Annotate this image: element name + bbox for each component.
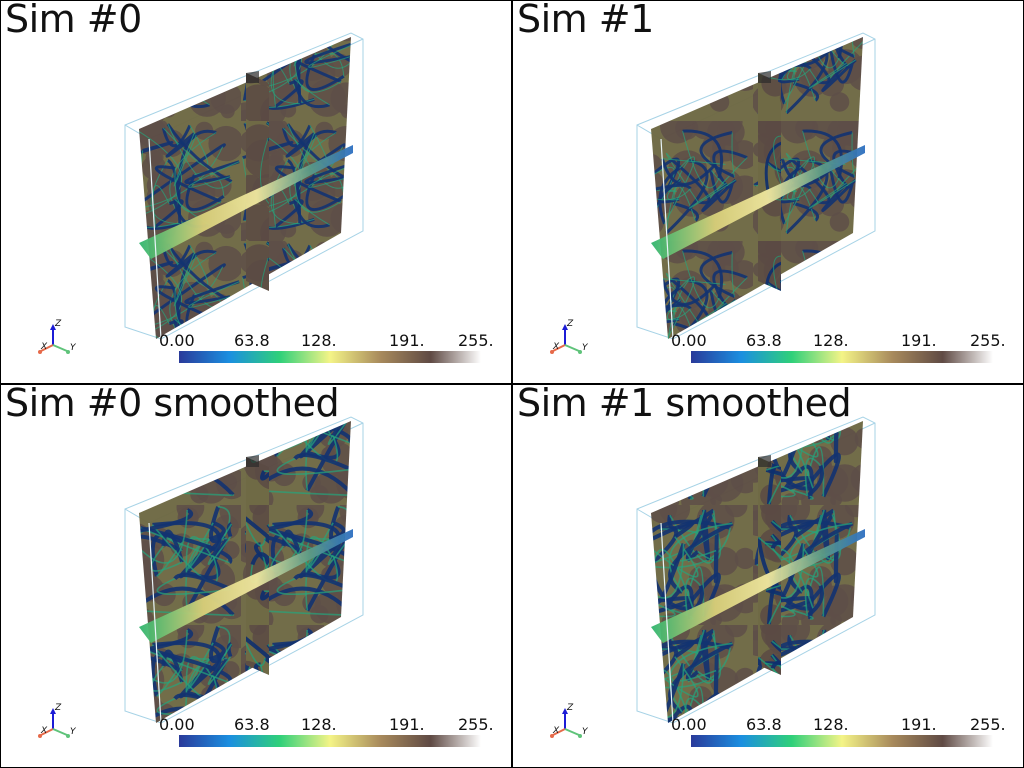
colorbar-labels: 0.00 63.8 128. 191. 255. — [663, 331, 1023, 351]
middle-slice — [246, 457, 269, 675]
render-panel[interactable]: Sim #1 smoothed 0.00 63.8 128. 191. 255. Z X… — [513, 385, 1023, 767]
colorbar-tick: 191. — [901, 331, 937, 350]
volume-slices-view — [636, 416, 876, 724]
volume-slices-view — [124, 32, 364, 340]
axis-x-label: X — [552, 726, 560, 736]
horizontal-slice — [139, 529, 353, 643]
render-panel[interactable]: Sim #1 0.00 63.8 128. 191. 255. Z X Y — [513, 1, 1023, 383]
colorbar — [691, 351, 993, 363]
orientation-axes-icon[interactable]: Z X Y — [543, 699, 603, 749]
horizontal-slice — [651, 145, 865, 259]
axis-z-label: Z — [54, 319, 62, 329]
colorbar — [179, 351, 481, 363]
axis-x-label: X — [40, 726, 48, 736]
colorbar-tick: 191. — [389, 715, 425, 734]
axis-y-label: Y — [582, 343, 589, 353]
middle-slice — [758, 73, 781, 291]
colorbar-tick: 255. — [970, 331, 1006, 350]
axis-z-label: Z — [54, 703, 62, 713]
axis-z-label: Z — [566, 703, 574, 713]
colorbar-tick: 0.00 — [159, 331, 195, 350]
colorbar-labels: 0.00 63.8 128. 191. 255. — [663, 715, 1023, 735]
axis-x-label: X — [40, 342, 48, 352]
axis-y-label: Y — [582, 727, 589, 737]
render-panel[interactable]: Sim #0 0.00 63.8 128. 191. 255. Z X Y — [1, 1, 511, 383]
colorbar-tick: 128. — [301, 715, 337, 734]
middle-slice — [758, 457, 781, 675]
colorbar-tick: 63.8 — [746, 715, 782, 734]
volume-slices-view — [124, 416, 364, 724]
panel-title: Sim #1 — [517, 1, 654, 41]
axis-y-label: Y — [70, 343, 77, 353]
panel-title: Sim #0 — [5, 1, 142, 41]
colorbar-tick: 0.00 — [159, 715, 195, 734]
render-panel[interactable]: Sim #0 smoothed 0.00 63.8 128. 191. 255. Z X… — [1, 385, 511, 767]
colorbar-tick: 0.00 — [671, 715, 707, 734]
back-slice — [139, 421, 351, 723]
panel-title: Sim #1 smoothed — [517, 385, 852, 425]
colorbar-tick: 128. — [301, 331, 337, 350]
colorbar-tick: 255. — [458, 331, 494, 350]
back-slice — [651, 421, 863, 723]
colorbar-tick: 191. — [389, 331, 425, 350]
colorbar — [179, 735, 481, 747]
horizontal-slice — [651, 529, 865, 643]
back-slice — [651, 37, 863, 339]
axis-x-label: X — [552, 342, 560, 352]
colorbar-tick: 63.8 — [234, 715, 270, 734]
colorbar-labels: 0.00 63.8 128. 191. 255. — [151, 331, 511, 351]
axis-z-label: Z — [566, 319, 574, 329]
axis-y-label: Y — [70, 727, 77, 737]
orientation-axes-icon[interactable]: Z X Y — [543, 315, 603, 365]
colorbar-tick: 128. — [813, 331, 849, 350]
colorbar-tick: 255. — [458, 715, 494, 734]
colorbar-labels: 0.00 63.8 128. 191. 255. — [151, 715, 511, 735]
panel-title: Sim #0 smoothed — [5, 385, 340, 425]
volume-slices-view — [636, 32, 876, 340]
back-slice — [139, 37, 351, 339]
colorbar-tick: 191. — [901, 715, 937, 734]
colorbar — [691, 735, 993, 747]
orientation-axes-icon[interactable]: Z X Y — [31, 699, 91, 749]
horizontal-divider — [0, 383, 1024, 385]
colorbar-tick: 63.8 — [234, 331, 270, 350]
colorbar-tick: 255. — [970, 715, 1006, 734]
colorbar-tick: 128. — [813, 715, 849, 734]
colorbar-tick: 0.00 — [671, 331, 707, 350]
orientation-axes-icon[interactable]: Z X Y — [31, 315, 91, 365]
horizontal-slice — [139, 145, 353, 259]
colorbar-tick: 63.8 — [746, 331, 782, 350]
middle-slice — [246, 73, 269, 291]
